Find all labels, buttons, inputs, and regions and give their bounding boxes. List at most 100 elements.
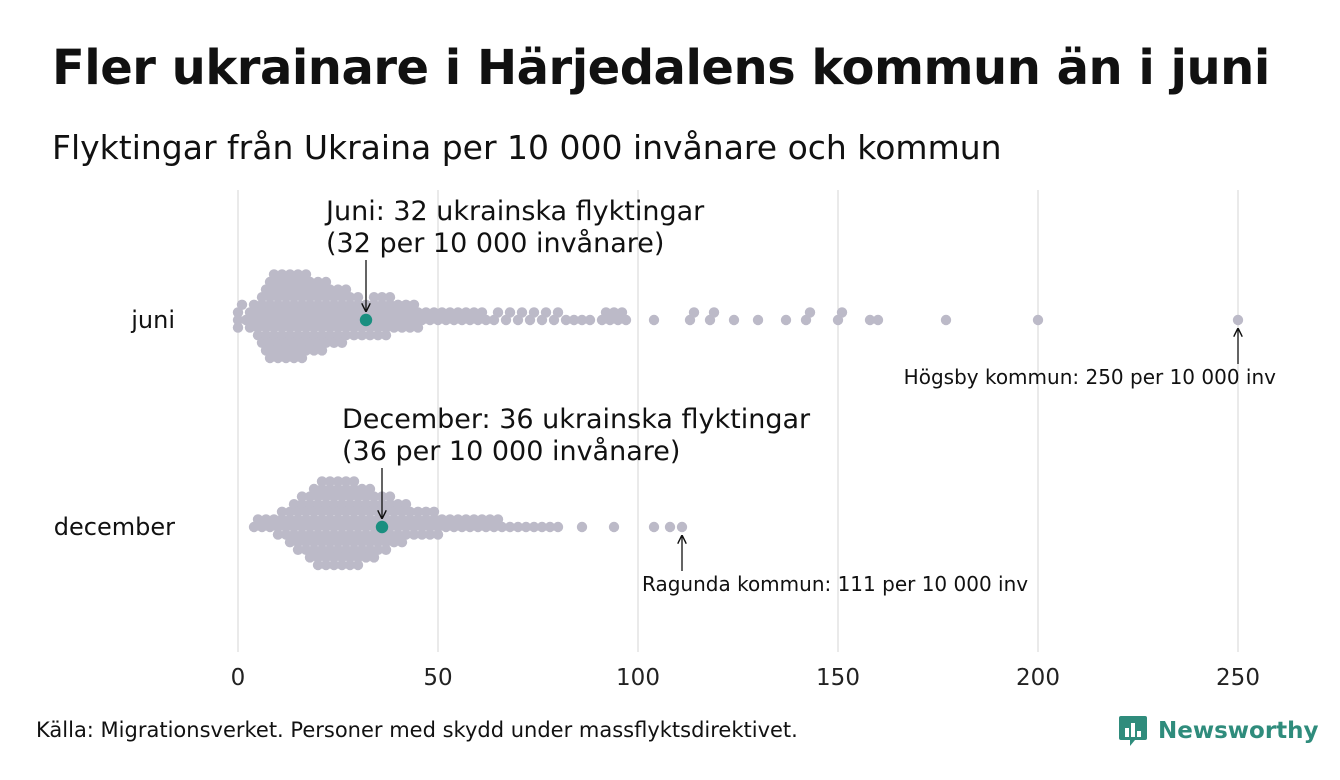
data-points bbox=[232, 269, 1244, 571]
data-point-juni bbox=[236, 299, 248, 310]
data-point-juni bbox=[480, 314, 492, 326]
highlight-label-december: December: 36 ukrainska flyktingar bbox=[342, 404, 811, 435]
source-note: Källa: Migrationsverket. Personer med sk… bbox=[36, 718, 798, 742]
data-point-december bbox=[420, 506, 432, 517]
data-point-juni bbox=[648, 314, 660, 326]
data-point-juni bbox=[348, 330, 360, 341]
data-point-juni bbox=[940, 314, 952, 326]
data-point-december bbox=[332, 476, 344, 487]
x-tick-label: 150 bbox=[816, 665, 860, 691]
data-point-juni bbox=[836, 307, 848, 318]
data-point-juni bbox=[340, 330, 352, 341]
data-point-december bbox=[324, 476, 336, 487]
data-point-juni bbox=[1232, 314, 1244, 326]
data-point-juni bbox=[344, 292, 356, 303]
data-point-december bbox=[384, 491, 396, 502]
data-point-juni bbox=[364, 330, 376, 341]
data-point-december bbox=[424, 529, 436, 540]
data-point-juni bbox=[752, 314, 764, 326]
data-point-juni bbox=[352, 292, 364, 303]
data-point-juni bbox=[528, 307, 540, 318]
data-point-december bbox=[316, 476, 328, 487]
data-point-december bbox=[296, 491, 308, 502]
data-point-juni bbox=[584, 314, 596, 326]
data-point-juni bbox=[568, 314, 580, 326]
data-point-december bbox=[676, 521, 688, 533]
data-point-juni bbox=[804, 307, 816, 318]
axis-labels: 0 50 100 150 200 250 juni december bbox=[54, 306, 1260, 691]
data-point-december bbox=[412, 506, 424, 517]
data-point-december bbox=[536, 521, 548, 533]
data-point-december bbox=[368, 491, 380, 502]
annotations: Juni: 32 ukrainska flyktingar(32 per 10 … bbox=[324, 196, 1276, 596]
data-point-december bbox=[352, 559, 364, 571]
data-point-juni bbox=[376, 292, 388, 303]
data-point-december bbox=[664, 521, 676, 533]
data-point-december bbox=[648, 521, 660, 533]
data-point-juni bbox=[864, 314, 876, 326]
data-point-juni bbox=[232, 314, 244, 326]
data-point-december bbox=[312, 559, 324, 571]
data-point-december bbox=[328, 559, 340, 571]
chart-subtitle: Flyktingar från Ukraina per 10 000 invån… bbox=[52, 128, 1002, 167]
x-tick-label: 200 bbox=[1016, 665, 1060, 691]
data-point-juni bbox=[540, 307, 552, 318]
data-point-juni bbox=[620, 314, 632, 326]
data-point-december bbox=[504, 521, 516, 533]
highlight-point-juni bbox=[359, 313, 373, 327]
chart-title: Fler ukrainare i Härjedalens kommun än i… bbox=[52, 40, 1270, 96]
data-point-december bbox=[528, 521, 540, 533]
data-point-december bbox=[336, 559, 348, 571]
x-tick-label: 100 bbox=[616, 665, 660, 691]
max-label-juni: Högsby kommun: 250 per 10 000 inv bbox=[904, 365, 1276, 389]
data-point-juni bbox=[708, 307, 720, 318]
data-point-december bbox=[380, 544, 392, 555]
brand-logo: Newsworthy bbox=[1118, 714, 1319, 748]
data-point-december bbox=[576, 521, 588, 533]
data-point-december bbox=[432, 529, 444, 540]
grid-lines bbox=[237, 190, 1239, 652]
data-point-december bbox=[292, 544, 304, 555]
max-label-december: Ragunda kommun: 111 per 10 000 inv bbox=[642, 572, 1028, 596]
data-point-december bbox=[344, 559, 356, 571]
data-point-juni bbox=[504, 307, 516, 318]
data-point-december bbox=[372, 544, 384, 555]
data-point-december bbox=[400, 529, 412, 540]
data-point-juni bbox=[356, 330, 368, 341]
data-point-december bbox=[340, 476, 352, 487]
data-point-juni bbox=[688, 307, 700, 318]
data-point-december bbox=[276, 506, 288, 517]
beeswarm-chart: Juni: 32 ukrainska flyktingar(32 per 10 … bbox=[54, 190, 1276, 691]
data-point-juni bbox=[492, 307, 504, 318]
data-point-juni bbox=[872, 314, 884, 326]
data-point-juni bbox=[368, 292, 380, 303]
data-point-december bbox=[512, 521, 524, 533]
data-point-juni bbox=[1032, 314, 1044, 326]
x-tick-label: 250 bbox=[1216, 665, 1260, 691]
data-point-december bbox=[608, 521, 620, 533]
row-label-december: december bbox=[54, 513, 175, 541]
data-point-juni bbox=[232, 322, 244, 333]
data-point-december bbox=[428, 506, 440, 517]
data-point-december bbox=[544, 521, 556, 533]
highlight-label-juni: Juni: 32 ukrainska flyktingar bbox=[324, 196, 705, 227]
data-point-december bbox=[348, 476, 360, 487]
data-point-juni bbox=[560, 314, 572, 326]
highlight-sublabel-juni: (32 per 10 000 invånare) bbox=[326, 228, 664, 259]
x-tick-label: 50 bbox=[423, 665, 452, 691]
row-label-juni: juni bbox=[130, 306, 175, 334]
data-point-juni bbox=[576, 314, 588, 326]
data-point-juni bbox=[552, 307, 564, 318]
data-point-december bbox=[272, 529, 284, 540]
data-point-december bbox=[320, 559, 332, 571]
data-point-december bbox=[496, 521, 508, 533]
data-point-december bbox=[416, 529, 428, 540]
data-point-juni bbox=[780, 314, 792, 326]
data-point-december bbox=[520, 521, 532, 533]
data-point-juni bbox=[380, 330, 392, 341]
data-point-juni bbox=[516, 307, 528, 318]
highlight-point-december bbox=[375, 520, 389, 534]
data-point-juni bbox=[384, 292, 396, 303]
newsworthy-logo-icon bbox=[1119, 716, 1147, 746]
data-point-december bbox=[408, 529, 420, 540]
